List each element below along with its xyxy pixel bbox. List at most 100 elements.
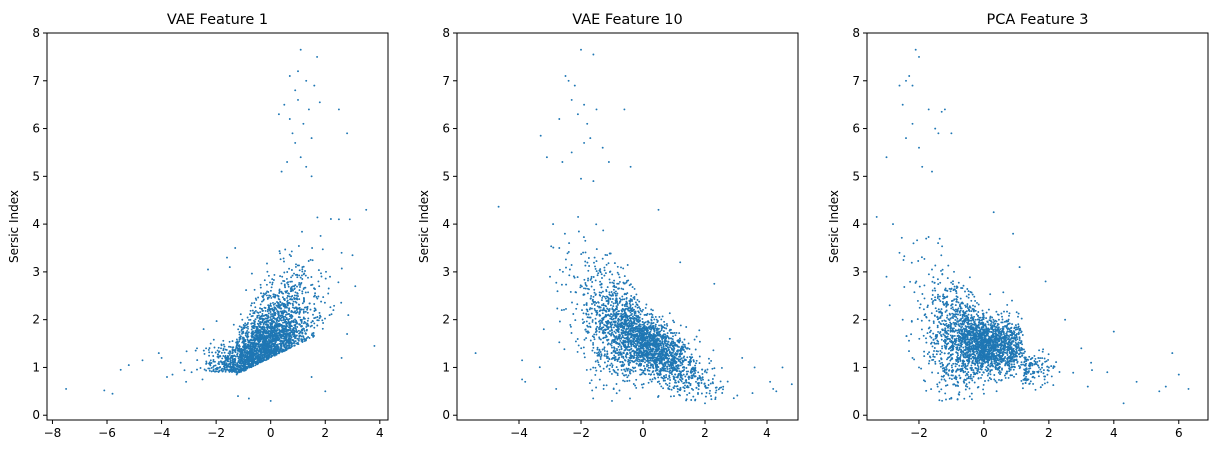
data-point bbox=[604, 328, 607, 331]
data-point bbox=[594, 321, 597, 324]
data-point bbox=[657, 358, 660, 361]
data-point bbox=[267, 356, 269, 358]
data-point bbox=[587, 257, 590, 259]
data-point bbox=[633, 287, 636, 290]
data-point bbox=[640, 373, 643, 376]
data-point bbox=[256, 327, 258, 330]
data-point bbox=[591, 319, 594, 322]
data-point bbox=[612, 317, 615, 320]
data-point bbox=[278, 289, 281, 292]
data-point bbox=[624, 370, 627, 373]
data-point bbox=[647, 366, 650, 369]
data-point bbox=[210, 370, 213, 373]
data-point bbox=[232, 346, 235, 349]
data-point bbox=[622, 342, 625, 344]
data-point bbox=[720, 386, 723, 389]
data-point bbox=[127, 364, 130, 367]
data-point bbox=[311, 320, 314, 323]
data-point bbox=[592, 346, 595, 349]
data-point bbox=[694, 348, 697, 351]
data-point bbox=[656, 352, 659, 355]
data-point bbox=[585, 368, 588, 371]
data-point bbox=[301, 332, 304, 335]
data-point bbox=[268, 340, 271, 343]
data-point bbox=[631, 300, 633, 302]
data-point bbox=[664, 335, 667, 338]
data-point bbox=[591, 299, 594, 302]
data-point bbox=[310, 276, 313, 278]
data-point bbox=[230, 369, 233, 372]
data-point bbox=[606, 254, 609, 257]
data-point bbox=[704, 385, 707, 388]
data-point bbox=[593, 338, 596, 341]
data-point bbox=[278, 337, 281, 340]
data-point bbox=[706, 386, 709, 389]
data-point bbox=[671, 368, 674, 371]
data-point bbox=[254, 364, 257, 367]
data-point bbox=[581, 309, 583, 312]
data-point bbox=[595, 327, 598, 330]
data-point bbox=[653, 376, 656, 379]
data-point bbox=[666, 384, 669, 386]
data-point bbox=[720, 366, 723, 369]
data-point bbox=[258, 316, 261, 319]
data-point bbox=[616, 352, 619, 355]
data-point bbox=[707, 384, 710, 386]
data-point bbox=[639, 354, 641, 357]
data-point bbox=[311, 283, 314, 286]
data-point bbox=[612, 302, 615, 305]
data-point bbox=[235, 338, 238, 341]
data-point bbox=[245, 335, 248, 338]
data-point bbox=[722, 385, 725, 388]
data-point bbox=[225, 358, 228, 361]
data-point bbox=[262, 343, 265, 346]
data-point bbox=[610, 291, 613, 293]
data-point bbox=[277, 311, 279, 314]
data-point bbox=[217, 362, 220, 365]
data-point bbox=[261, 344, 264, 347]
data-point bbox=[576, 350, 579, 353]
data-point bbox=[293, 341, 296, 343]
data-point bbox=[304, 270, 306, 272]
data-point bbox=[621, 372, 624, 375]
data-point bbox=[667, 387, 670, 390]
data-point bbox=[264, 309, 267, 312]
data-point bbox=[290, 331, 293, 334]
data-point bbox=[628, 302, 631, 305]
data-point bbox=[252, 343, 255, 346]
data-point bbox=[295, 298, 298, 300]
data-point bbox=[703, 370, 706, 373]
data-point bbox=[622, 357, 625, 359]
data-point bbox=[212, 365, 215, 368]
data-point bbox=[583, 304, 586, 306]
data-point bbox=[313, 287, 316, 290]
data-point bbox=[240, 326, 243, 329]
data-point bbox=[636, 351, 639, 354]
data-point bbox=[619, 361, 622, 363]
data-point bbox=[270, 313, 272, 316]
data-point bbox=[647, 335, 649, 338]
data-point bbox=[594, 360, 597, 363]
data-point bbox=[613, 291, 616, 294]
data-point bbox=[330, 313, 333, 316]
data-point bbox=[298, 283, 301, 286]
data-point bbox=[677, 340, 680, 343]
data-point bbox=[577, 215, 580, 218]
data-point bbox=[670, 388, 673, 391]
data-point bbox=[683, 390, 686, 392]
data-point bbox=[281, 302, 284, 305]
data-point bbox=[307, 336, 310, 338]
data-point bbox=[254, 297, 257, 300]
data-point bbox=[212, 360, 215, 363]
data-point bbox=[600, 328, 603, 331]
data-point bbox=[236, 353, 239, 356]
data-point bbox=[298, 334, 301, 337]
data-point bbox=[280, 346, 282, 348]
data-point bbox=[637, 314, 639, 317]
data-point bbox=[247, 359, 249, 362]
data-point bbox=[207, 348, 210, 351]
data-point bbox=[267, 274, 270, 277]
data-point bbox=[563, 232, 566, 235]
data-point bbox=[280, 170, 283, 173]
data-point bbox=[297, 329, 300, 332]
